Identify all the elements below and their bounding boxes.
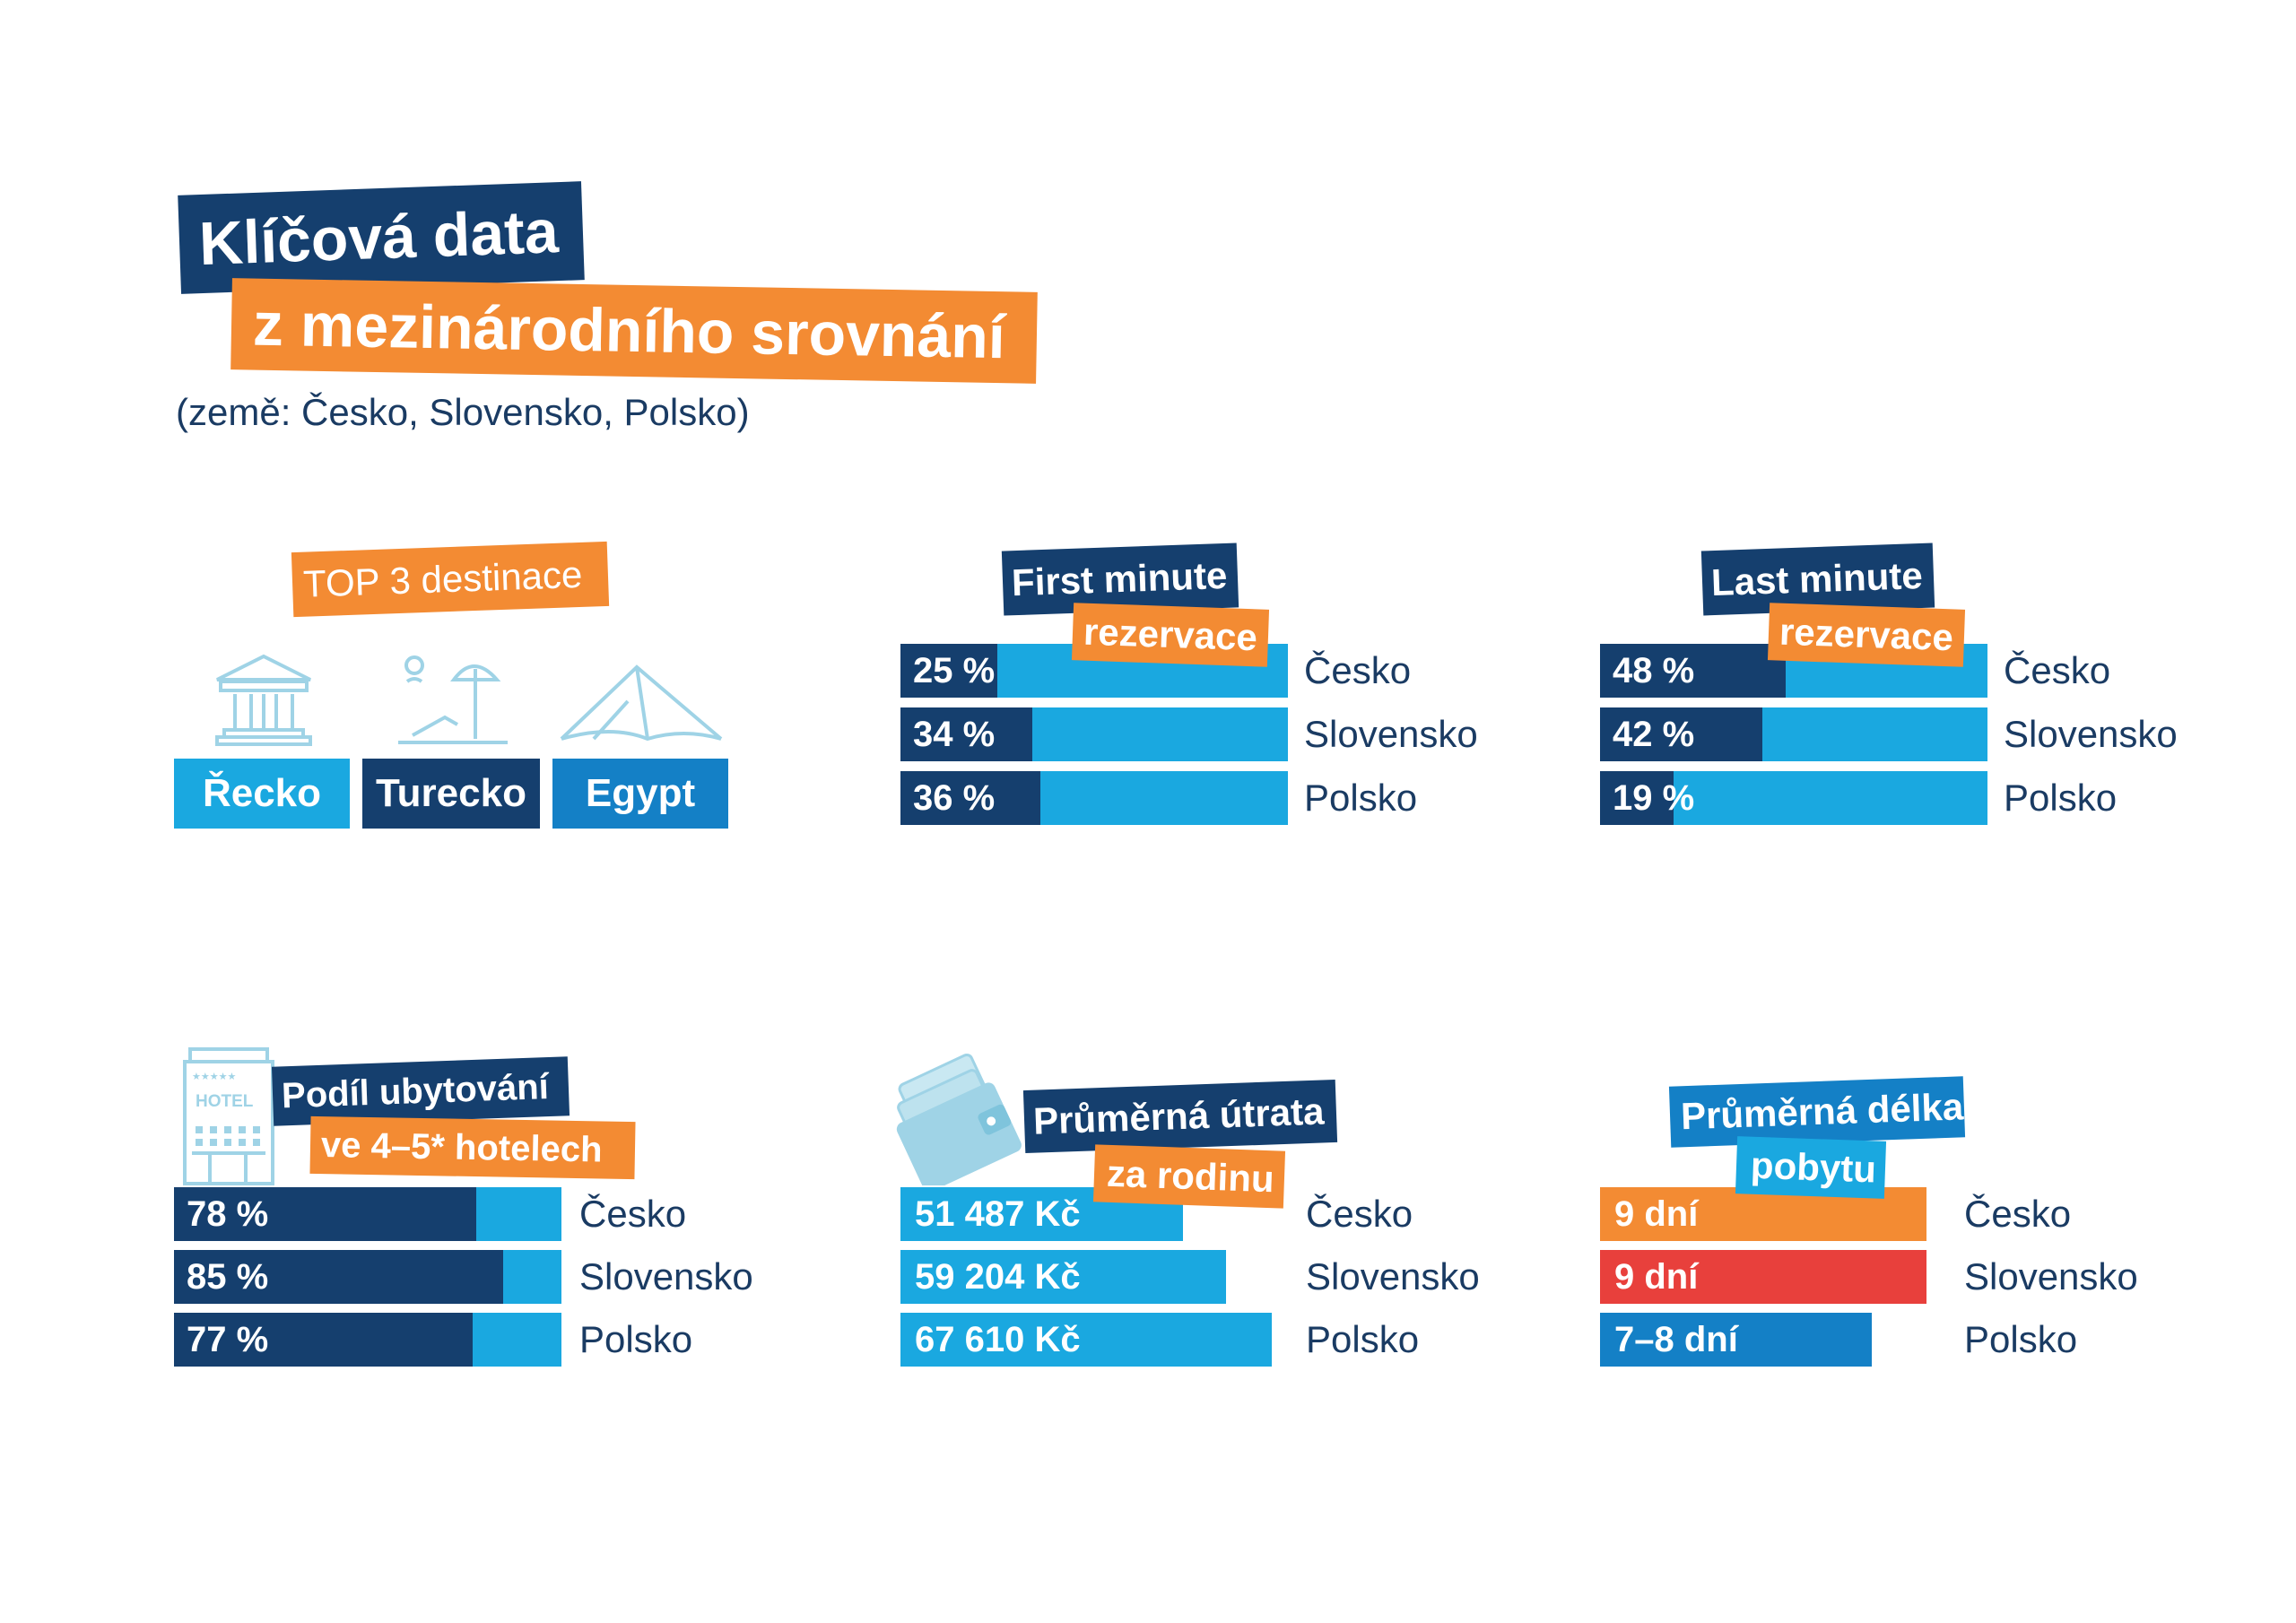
destination-greece-label: Řecko <box>202 771 322 815</box>
bar-fill <box>1600 644 1787 698</box>
wallet-icon <box>896 1053 1022 1185</box>
spending-title-1-text: Průměrná útrata <box>1032 1089 1326 1142</box>
bar-value-label: 7–8 dní <box>1614 1319 1738 1359</box>
page-title-text-1: Klíčová data <box>197 197 560 279</box>
country-label: Česko <box>1304 649 1412 691</box>
bar-value-label: 77 % <box>187 1319 269 1359</box>
last-minute-title-1-text: Last minute <box>1710 553 1924 604</box>
top-destinations-label-text: TOP 3 destinace <box>302 552 584 605</box>
svg-text:★★★★★: ★★★★★ <box>192 1071 236 1082</box>
hotels-title-1-text: Podíl ubytování <box>281 1066 550 1115</box>
page-title-line1: Klíčová data <box>178 181 585 294</box>
destination-turkey: Turecko <box>362 759 540 829</box>
stay-length-title-1-text: Průměrná délka <box>1680 1085 1964 1138</box>
bar-value-label: 48 % <box>1613 650 1695 690</box>
bar-fill <box>174 1187 476 1241</box>
bar-0: 9 dní <box>1600 1187 1926 1241</box>
country-label: Slovensko <box>1306 1255 1480 1298</box>
bar-value-label: 34 % <box>913 714 996 754</box>
country-label: Polsko <box>1306 1318 1420 1360</box>
hotel-icon: ★★★★★ HOTEL <box>183 1047 274 1185</box>
country-label: Česko <box>2004 649 2111 691</box>
last-minute-title-2: rezervace <box>1767 603 1966 667</box>
bar-value-label: 9 dní <box>1614 1193 1699 1234</box>
country-label: Česko <box>579 1193 687 1235</box>
temple-icon <box>215 654 312 746</box>
bar-0: 51 487 Kč <box>900 1187 1184 1241</box>
bar-fill <box>900 771 1040 825</box>
bar-value-label: 9 dní <box>1614 1256 1699 1297</box>
bar-2: 67 610 Kč <box>900 1313 1272 1367</box>
stay-length-title-2: pobytu <box>1735 1136 1887 1199</box>
bar-value-label: 36 % <box>913 777 996 818</box>
pyramids-icon <box>560 664 723 742</box>
last-minute-title-2-text: rezervace <box>1779 610 1954 659</box>
country-label: Slovensko <box>2004 713 2178 755</box>
bar-value-label: 59 204 Kč <box>915 1256 1081 1297</box>
bar-value-label: 25 % <box>913 650 996 690</box>
bar-fill <box>900 707 1032 761</box>
bar-0: 78 % <box>174 1187 561 1241</box>
bar-1: 42 % <box>1600 707 1987 761</box>
country-label: Česko <box>1964 1193 2072 1235</box>
bar-value-label: 78 % <box>187 1193 269 1234</box>
hotels-title-2: ve 4–5* hotelech <box>309 1115 636 1180</box>
destination-egypt-label: Egypt <box>585 771 696 815</box>
destination-egypt: Egypt <box>552 759 728 829</box>
hotels-title-2-text: ve 4–5* hotelech <box>320 1124 603 1170</box>
first-minute-title-1-text: First minute <box>1011 553 1229 604</box>
bar-value-label: 67 610 Kč <box>915 1319 1081 1359</box>
beach-umbrella-icon <box>398 655 508 744</box>
bar-value-label: 42 % <box>1613 714 1695 754</box>
spending-title-2: za rodinu <box>1092 1144 1286 1209</box>
country-label: Slovensko <box>1964 1255 2138 1298</box>
bar-1: 59 204 Kč <box>900 1250 1226 1304</box>
bar-1: 34 % <box>900 707 1288 761</box>
spending-title-2-text: za rodinu <box>1106 1151 1275 1201</box>
country-label: Polsko <box>579 1318 693 1360</box>
bar-value-label: 85 % <box>187 1256 269 1297</box>
page-title-line2: z mezinárodního srovnání <box>230 278 1038 384</box>
bar-1: 85 % <box>174 1250 561 1304</box>
hotel-icon-text: HOTEL <box>196 1092 254 1111</box>
first-minute-title-2: rezervace <box>1071 603 1270 667</box>
bar-2: 77 % <box>174 1313 561 1367</box>
destination-turkey-label: Turecko <box>376 771 526 815</box>
stay-length-title-2-text: pobytu <box>1750 1143 1877 1191</box>
bar-fill <box>1600 771 1674 825</box>
bar-value-label: 19 % <box>1613 777 1695 818</box>
country-label: Polsko <box>1964 1318 2078 1360</box>
country-label: Slovensko <box>579 1255 753 1298</box>
bar-fill <box>900 644 997 698</box>
country-label: Polsko <box>2004 777 2118 819</box>
bar-2: 19 % <box>1600 771 1987 825</box>
page-subtitle: (země: Česko, Slovensko, Polsko) <box>176 391 750 433</box>
spending-title-1: Průměrná útrata <box>1022 1079 1338 1154</box>
destination-greece: Řecko <box>174 759 350 829</box>
stay-length-title-1: Průměrná délka <box>1668 1076 1966 1148</box>
bar-value-label: 51 487 Kč <box>915 1193 1081 1234</box>
page-title-text-2: z mezinárodního srovnání <box>252 290 1006 372</box>
bar-2: 7–8 dní <box>1600 1313 1873 1367</box>
country-label: Česko <box>1306 1193 1413 1235</box>
bar-fill <box>174 1313 473 1367</box>
top-destinations-label: TOP 3 destinace <box>291 541 610 618</box>
first-minute-title-2-text: rezervace <box>1083 610 1258 659</box>
bar-2: 36 % <box>900 771 1288 825</box>
country-label: Polsko <box>1304 777 1418 819</box>
bar-fill <box>174 1250 504 1304</box>
bar-fill <box>1600 707 1763 761</box>
bar-1: 9 dní <box>1600 1250 1926 1304</box>
country-label: Slovensko <box>1304 713 1478 755</box>
